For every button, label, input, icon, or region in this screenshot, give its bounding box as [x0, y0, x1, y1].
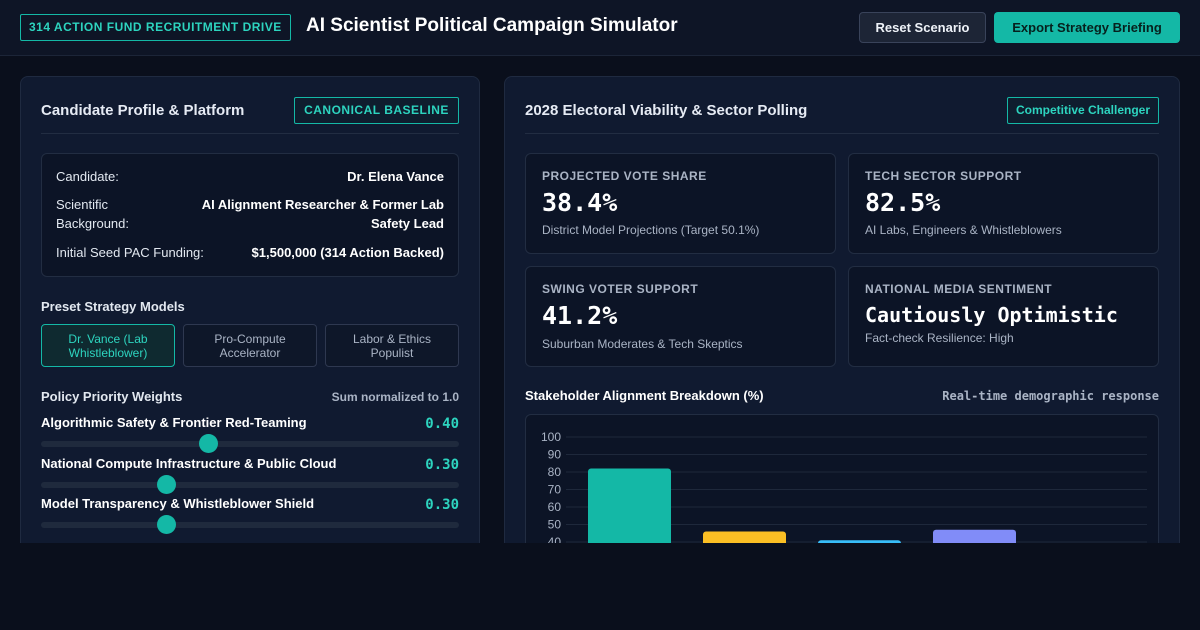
funding-value: $1,500,000 (314 Action Backed)	[251, 245, 444, 260]
weights-sum-note: Sum normalized to 1.0	[331, 390, 459, 404]
stat-value: 41.2%	[542, 301, 618, 330]
y-tick-label: 80	[548, 465, 562, 479]
stat-subtext: Fact-check Resilience: High	[865, 331, 1014, 345]
stat-value: 38.4%	[542, 188, 618, 217]
y-tick-label: 70	[548, 483, 562, 497]
stat-subtext: Suburban Moderates & Tech Skeptics	[542, 337, 743, 351]
stat-card-media-sentiment: NATIONAL MEDIA SENTIMENT Cautiously Opti…	[848, 266, 1159, 367]
weight-label-compute: National Compute Infrastructure & Public…	[41, 456, 337, 471]
challenger-tag: Competitive Challenger	[1007, 97, 1159, 124]
weight-slider-transparency[interactable]	[41, 515, 459, 534]
candidate-panel-title: Candidate Profile & Platform	[41, 102, 245, 119]
y-tick-label: 60	[548, 500, 562, 514]
weights-title: Policy Priority Weights	[41, 389, 183, 404]
weight-slider-compute[interactable]	[41, 475, 459, 494]
preset-vance-whistleblower[interactable]: Dr. Vance (Lab Whistleblower)	[41, 324, 175, 367]
candidate-profile-box: Candidate: Dr. Elena Vance Scientific Ba…	[41, 153, 459, 277]
stat-card-swing-voters: SWING VOTER SUPPORT 41.2% Suburban Moder…	[525, 266, 836, 367]
slider-thumb[interactable]	[157, 515, 177, 534]
preset-labor-ethics[interactable]: Labor & Ethics Populist	[325, 324, 459, 367]
weight-slider-safety[interactable]	[41, 434, 459, 453]
stat-label: SWING VOTER SUPPORT	[542, 282, 699, 296]
stat-card-tech-support: TECH SECTOR SUPPORT 82.5% AI Labs, Engin…	[848, 153, 1159, 254]
stat-label: NATIONAL MEDIA SENTIMENT	[865, 282, 1053, 296]
weight-value-compute: 0.30	[425, 457, 459, 473]
candidate-name: Dr. Elena Vance	[347, 169, 444, 184]
baseline-tag: CANONICAL BASELINE	[294, 97, 459, 124]
stat-label: PROJECTED VOTE SHARE	[542, 169, 707, 183]
y-tick-label: 40	[548, 535, 562, 543]
chart-bar	[703, 531, 786, 543]
chart-title: Stakeholder Alignment Breakdown (%)	[525, 388, 764, 403]
presets-title: Preset Strategy Models	[41, 299, 185, 314]
y-tick-label: 100	[541, 430, 561, 444]
campaign-badge: 314 ACTION FUND RECRUITMENT DRIVE	[20, 14, 291, 41]
divider	[41, 133, 459, 134]
chart-bar	[818, 540, 901, 543]
polling-panel: 2028 Electoral Viability & Sector Pollin…	[504, 76, 1180, 543]
preset-pro-compute[interactable]: Pro-Compute Accelerator	[183, 324, 317, 367]
background-value-line-1: AI Alignment Researcher & Former Lab	[201, 197, 444, 212]
stat-subtext: AI Labs, Engineers & Whistleblowers	[865, 223, 1062, 237]
candidate-panel: Candidate Profile & Platform CANONICAL B…	[20, 76, 480, 543]
y-tick-label: 90	[548, 448, 562, 462]
y-tick-label: 50	[548, 518, 562, 532]
polling-panel-title: 2028 Electoral Viability & Sector Pollin…	[525, 102, 808, 119]
slider-thumb[interactable]	[199, 434, 219, 453]
stat-label: TECH SECTOR SUPPORT	[865, 169, 1022, 183]
stat-value: Cautiously Optimistic	[865, 303, 1118, 327]
weight-value-transparency: 0.30	[425, 497, 459, 513]
alignment-chart-svg: 40 50 60 70 80 90 100	[541, 430, 1147, 543]
background-label: Scientific Background:	[56, 197, 129, 231]
stat-card-vote-share: PROJECTED VOTE SHARE 38.4% District Mode…	[525, 153, 836, 254]
weight-value-safety: 0.40	[425, 416, 459, 432]
app-header: 314 ACTION FUND RECRUITMENT DRIVE AI Sci…	[0, 0, 1200, 56]
divider	[525, 133, 1159, 134]
chart-note: Real-time demographic response	[942, 389, 1159, 403]
funding-label: Initial Seed PAC Funding:	[56, 245, 204, 260]
alignment-chart: 40 50 60 70 80 90 100	[525, 414, 1159, 543]
app-title: AI Scientist Political Campaign Simulato…	[306, 15, 678, 36]
stat-value: 82.5%	[865, 188, 941, 217]
candidate-label: Candidate:	[56, 169, 119, 184]
background-label-line-2: Background:	[56, 216, 129, 231]
slider-thumb[interactable]	[157, 475, 177, 494]
background-value: AI Alignment Researcher & Former Lab Saf…	[202, 197, 444, 231]
chart-bar	[588, 468, 671, 543]
background-value-line-2: Safety Lead	[371, 216, 444, 231]
stat-subtext: District Model Projections (Target 50.1%…	[542, 223, 760, 237]
weight-label-transparency: Model Transparency & Whistleblower Shiel…	[41, 496, 315, 511]
export-briefing-button[interactable]: Export Strategy Briefing	[994, 12, 1180, 43]
weight-label-safety: Algorithmic Safety & Frontier Red-Teamin…	[41, 415, 307, 430]
main-content: Candidate Profile & Platform CANONICAL B…	[0, 56, 1200, 543]
chart-bar	[933, 529, 1016, 543]
background-label-line-1: Scientific	[56, 197, 109, 212]
reset-scenario-button[interactable]: Reset Scenario	[859, 12, 986, 43]
